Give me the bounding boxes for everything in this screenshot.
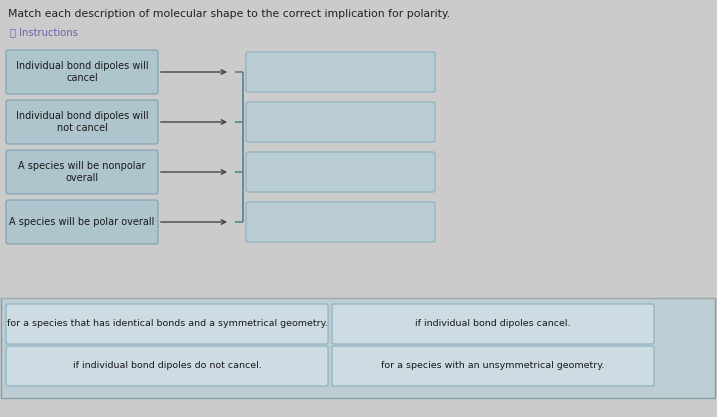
FancyBboxPatch shape <box>6 346 328 386</box>
FancyBboxPatch shape <box>246 152 435 192</box>
FancyBboxPatch shape <box>332 346 654 386</box>
Text: A species will be nonpolar
overall: A species will be nonpolar overall <box>18 161 146 183</box>
FancyBboxPatch shape <box>6 50 158 94</box>
Text: Individual bond dipoles will
cancel: Individual bond dipoles will cancel <box>16 61 148 83</box>
FancyBboxPatch shape <box>6 150 158 194</box>
Text: A species will be polar overall: A species will be polar overall <box>9 217 155 227</box>
FancyBboxPatch shape <box>246 52 435 92</box>
Text: if individual bond dipoles cancel.: if individual bond dipoles cancel. <box>415 319 571 329</box>
Text: for a species with an unsymmetrical geometry.: for a species with an unsymmetrical geom… <box>381 362 604 370</box>
FancyBboxPatch shape <box>246 102 435 142</box>
FancyBboxPatch shape <box>6 100 158 144</box>
FancyBboxPatch shape <box>1 298 715 398</box>
Text: ⓘ Instructions: ⓘ Instructions <box>10 27 78 37</box>
Text: Individual bond dipoles will
not cancel: Individual bond dipoles will not cancel <box>16 111 148 133</box>
FancyBboxPatch shape <box>246 202 435 242</box>
Text: Match each description of molecular shape to the correct implication for polarit: Match each description of molecular shap… <box>8 9 450 19</box>
FancyBboxPatch shape <box>332 304 654 344</box>
FancyBboxPatch shape <box>6 304 328 344</box>
FancyBboxPatch shape <box>6 200 158 244</box>
Text: if individual bond dipoles do not cancel.: if individual bond dipoles do not cancel… <box>72 362 262 370</box>
Text: for a species that has identical bonds and a symmetrical geometry.: for a species that has identical bonds a… <box>6 319 328 329</box>
